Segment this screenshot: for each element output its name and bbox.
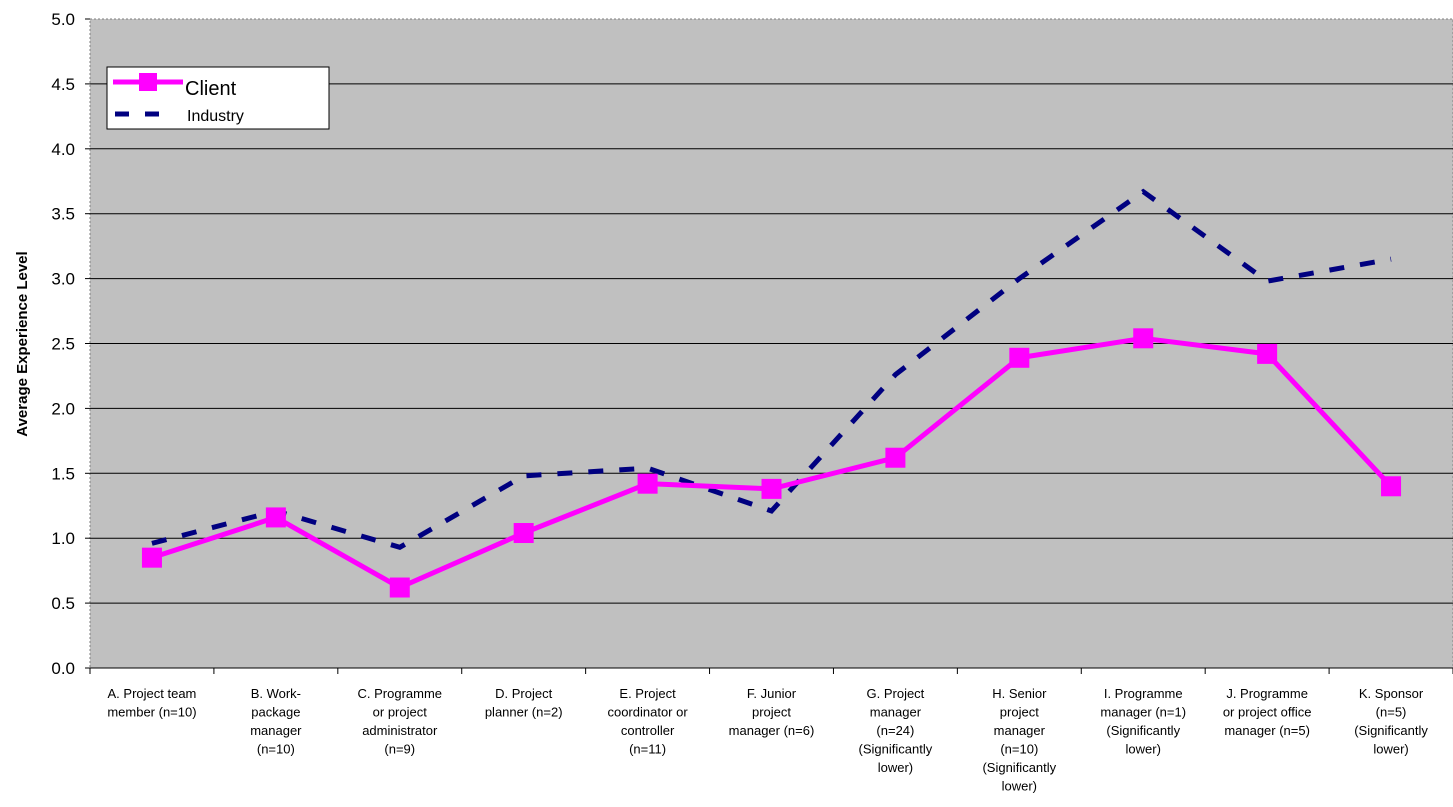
x-tick-label: G. Project manager (n=24) (Significantly low… [859, 686, 933, 775]
x-tick-label-line: (n=9) [384, 742, 415, 757]
x-tick-label-line: or project [373, 705, 428, 720]
legend-client-marker [139, 73, 157, 91]
data-point-client [389, 577, 410, 598]
y-tick-label: 0.5 [51, 594, 75, 613]
legend: Client Industry [106, 66, 330, 130]
y-tick-label: 2.5 [51, 335, 75, 354]
data-point-client [885, 447, 906, 468]
data-point-client [1009, 347, 1030, 368]
x-tick-label-line: (n=24) [876, 723, 914, 738]
x-tick-label-line: manager [250, 723, 302, 738]
x-tick-label-line: K. Sponsor [1359, 686, 1424, 701]
x-tick-label-line: F. Junior [747, 686, 797, 701]
x-tick-label-line: member (n=10) [107, 705, 196, 720]
series-layer [141, 188, 1402, 598]
x-tick-label-line: controller [621, 723, 675, 738]
y-tick-label: 3.0 [51, 270, 75, 289]
x-axis-ticks: A. Project team member (n=10) B. Work-pack… [89, 667, 1453, 794]
x-tick-label-line: (n=10) [257, 742, 295, 757]
data-point-client [513, 523, 534, 544]
x-tick-label-line: I. Programme [1104, 686, 1183, 701]
x-tick-label-line: or project office [1223, 705, 1312, 720]
data-point-client [1257, 343, 1278, 364]
x-tick-label-line: (Significantly [1106, 723, 1180, 738]
y-tick-label: 4.5 [51, 75, 75, 94]
x-tick-label-line: (Significantly [1354, 723, 1428, 738]
x-tick-label-line: G. Project [867, 686, 925, 701]
grid-lines [90, 83, 1453, 604]
x-tick-label-line: E. Project [619, 686, 676, 701]
x-tick-label-line: administrator [362, 723, 438, 738]
legend-client-label: Client [185, 78, 237, 100]
x-tick-label: C. Programme or project administrator (n=9) [358, 686, 443, 757]
x-tick-label: I. Programme manager (n=1) (Significantly l… [1100, 686, 1186, 757]
x-tick-label-line: coordinator or [607, 705, 688, 720]
x-tick-label-line: manager (n=6) [729, 723, 815, 738]
data-point-client [761, 478, 782, 499]
series-line-industry [151, 188, 1392, 550]
x-tick-label: B. Work-package manager (n=10) [250, 686, 302, 757]
x-tick-label-line: planner (n=2) [485, 705, 563, 720]
y-tick-label: 2.0 [51, 399, 75, 418]
x-tick-label-line: project [1000, 705, 1039, 720]
x-tick-label-line: manager [870, 705, 922, 720]
data-point-client [1381, 476, 1402, 497]
x-tick-label: A. Project team member (n=10) [107, 686, 196, 720]
y-axis-label: Average Experience Level [14, 251, 31, 436]
y-tick-label: 0.0 [51, 659, 75, 678]
x-tick-label-line: manager (n=5) [1224, 723, 1310, 738]
x-tick-label-line: (Significantly [982, 760, 1056, 775]
data-point-client [637, 473, 658, 494]
x-tick-label-line: (n=5) [1376, 705, 1407, 720]
data-point-client [265, 507, 286, 528]
x-tick-label: E. Project coordinator or controller (n=11) [607, 686, 688, 757]
x-tick-label-line: H. Senior [992, 686, 1047, 701]
x-tick-label-line: B. Work- [251, 686, 301, 701]
y-axis-ticks: 0.0 0.5 1.0 1.5 2.0 2.5 3.0 3.5 4.0 4.5 5.0 [51, 10, 90, 678]
x-tick-label: H. Senior project manager (n=10) (Significan… [982, 686, 1056, 794]
y-tick-label: 1.5 [51, 464, 75, 483]
x-tick-label-line: D. Project [495, 686, 552, 701]
x-tick-label-line: project [752, 705, 791, 720]
x-tick-label-line: C. Programme [358, 686, 443, 701]
x-tick-label-line: package [251, 705, 300, 720]
x-tick-label-line: lower) [1002, 779, 1037, 794]
x-tick-label: D. Project planner (n=2) [485, 686, 563, 720]
x-tick-label-line: lower) [1373, 742, 1408, 757]
y-tick-label: 4.0 [51, 140, 75, 159]
x-tick-label: J. Programme or project office manager (n=… [1223, 686, 1312, 738]
x-tick-label-line: lower) [878, 760, 913, 775]
data-point-client [1133, 328, 1154, 349]
x-tick-label-line: (Significantly [859, 742, 933, 757]
x-tick-label-line: (n=11) [629, 742, 666, 757]
x-tick-label: K. Sponsor (n=5) (Significantly lower) [1354, 686, 1428, 757]
x-tick-label-line: manager (n=1) [1100, 705, 1186, 720]
y-tick-label: 5.0 [51, 10, 75, 29]
legend-industry-label: Industry [187, 108, 244, 125]
data-point-client [141, 547, 162, 568]
x-tick-label-line: lower) [1126, 742, 1161, 757]
x-tick-label: F. Junior project manager (n=6) [729, 686, 815, 738]
x-tick-label-line: A. Project team [108, 686, 197, 701]
y-tick-label: 3.5 [51, 205, 75, 224]
x-tick-label-line: manager [994, 723, 1046, 738]
x-tick-label-line: (n=10) [1000, 742, 1038, 757]
y-tick-label: 1.0 [51, 529, 75, 548]
x-tick-label-line: J. Programme [1226, 686, 1308, 701]
